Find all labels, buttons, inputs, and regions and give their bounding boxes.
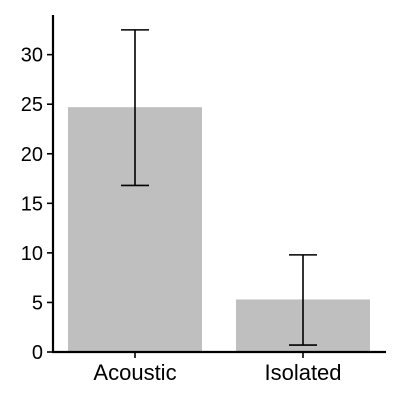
error-bar-isolated [289, 254, 317, 346]
x-axis: Acoustic Isolated [52, 350, 386, 385]
y-tick-label: 30 [21, 45, 43, 67]
y-tick-label: 5 [32, 292, 43, 314]
y-tick-label: 15 [21, 193, 43, 215]
bars-layer [68, 107, 370, 352]
y-tick-label: 0 [32, 342, 43, 364]
y-tick-label: 25 [21, 94, 43, 116]
error-bars-layer [121, 29, 317, 346]
error-bar-acoustic [121, 29, 149, 187]
y-tick-label: 10 [21, 243, 43, 265]
x-tick-label-acoustic: Acoustic [93, 360, 176, 385]
x-tick-label-isolated: Isolated [264, 360, 341, 385]
y-tick-label: 20 [21, 144, 43, 166]
y-axis: 0 5 10 15 20 25 30 [21, 15, 55, 364]
